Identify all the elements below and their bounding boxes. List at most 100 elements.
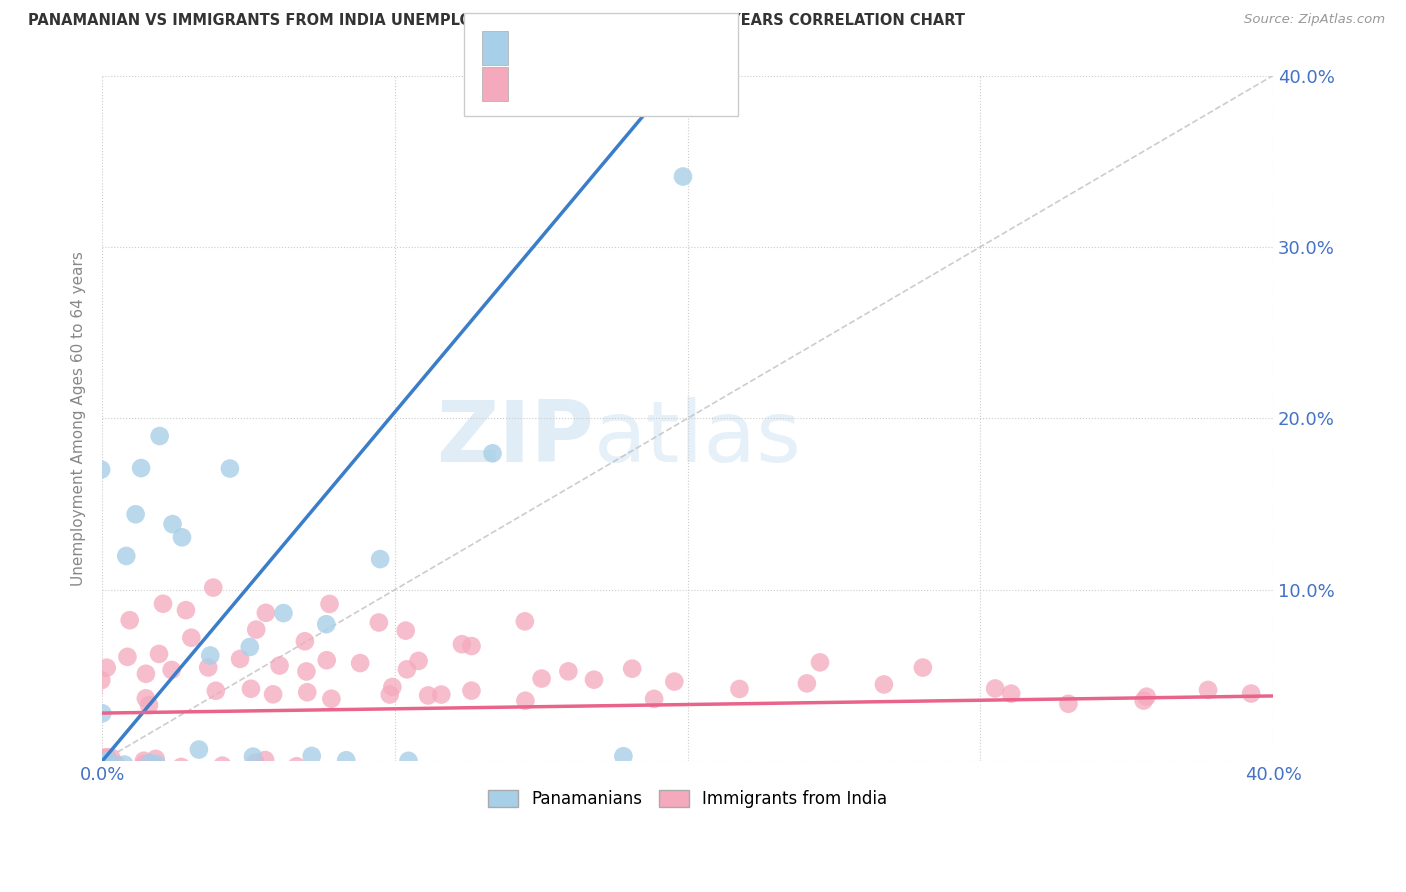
Text: atlas: atlas — [593, 397, 801, 481]
Point — [187, 742, 209, 756]
Point — [408, 654, 430, 668]
Point — [148, 647, 170, 661]
Point — [582, 673, 605, 687]
Point — [873, 677, 896, 691]
Point — [643, 692, 665, 706]
Point — [460, 639, 482, 653]
Point — [808, 656, 831, 670]
Point — [513, 615, 536, 629]
Point — [145, 760, 167, 774]
Point — [297, 685, 319, 699]
Point — [273, 606, 295, 620]
Text: N =: N = — [609, 30, 645, 49]
Legend: Panamanians, Immigrants from India: Panamanians, Immigrants from India — [481, 783, 894, 814]
Point — [301, 748, 323, 763]
Point — [200, 648, 222, 663]
Y-axis label: Unemployment Among Ages 60 to 64 years: Unemployment Among Ages 60 to 64 years — [72, 251, 86, 586]
Point — [460, 683, 482, 698]
Point — [139, 756, 162, 770]
Point — [118, 613, 141, 627]
Point — [90, 752, 112, 766]
Point — [84, 753, 107, 767]
Point — [197, 660, 219, 674]
Text: N =: N = — [609, 66, 645, 85]
Point — [285, 759, 308, 773]
Point — [97, 767, 120, 781]
Point — [91, 706, 114, 721]
Point — [239, 681, 262, 696]
Text: 0.065: 0.065 — [555, 66, 607, 85]
Point — [162, 517, 184, 532]
Point — [728, 681, 751, 696]
Point — [96, 661, 118, 675]
Point — [796, 676, 818, 690]
Point — [430, 688, 453, 702]
Point — [395, 662, 418, 676]
Text: PANAMANIAN VS IMMIGRANTS FROM INDIA UNEMPLOYMENT AMONG AGES 60 TO 64 YEARS CORRE: PANAMANIAN VS IMMIGRANTS FROM INDIA UNEM… — [28, 13, 965, 29]
Point — [97, 754, 120, 768]
Point — [145, 752, 167, 766]
Point — [294, 634, 316, 648]
Text: ZIP: ZIP — [436, 397, 593, 481]
Point — [515, 694, 537, 708]
Point — [124, 508, 146, 522]
Text: R =: R = — [516, 66, 553, 85]
Text: 102: 102 — [644, 66, 679, 85]
Point — [349, 656, 371, 670]
Point — [315, 617, 337, 632]
Point — [105, 757, 128, 772]
Point — [418, 689, 440, 703]
Point — [262, 687, 284, 701]
Point — [664, 674, 686, 689]
Point — [135, 666, 157, 681]
Point — [557, 665, 579, 679]
Point — [378, 688, 401, 702]
Point — [318, 597, 340, 611]
Point — [100, 750, 122, 764]
Point — [254, 606, 277, 620]
Point — [1136, 690, 1159, 704]
Point — [245, 623, 267, 637]
Text: Source: ZipAtlas.com: Source: ZipAtlas.com — [1244, 13, 1385, 27]
Point — [1000, 687, 1022, 701]
Point — [219, 461, 242, 475]
Point — [367, 615, 389, 630]
Point — [202, 581, 225, 595]
Point — [90, 462, 112, 476]
Point — [80, 695, 103, 709]
Point — [96, 750, 118, 764]
Point — [204, 683, 226, 698]
Point — [1271, 672, 1294, 686]
Point — [269, 658, 291, 673]
Point — [1240, 686, 1263, 700]
Point — [134, 756, 156, 771]
Point — [911, 660, 934, 674]
Point — [138, 698, 160, 712]
Point — [451, 637, 474, 651]
Point — [481, 446, 503, 460]
Point — [321, 691, 343, 706]
Point — [1057, 697, 1080, 711]
Point — [132, 754, 155, 768]
Point — [984, 681, 1007, 696]
Point — [239, 640, 262, 654]
Point — [170, 760, 193, 774]
Point — [242, 749, 264, 764]
Point — [335, 753, 357, 767]
Point — [82, 685, 104, 699]
Point — [621, 662, 644, 676]
Point — [96, 754, 118, 768]
Point — [77, 754, 100, 768]
Point — [254, 753, 277, 767]
Point — [381, 680, 404, 694]
Point — [152, 597, 174, 611]
Point — [77, 725, 100, 739]
Point — [170, 530, 193, 544]
Point — [90, 673, 112, 688]
Point — [135, 691, 157, 706]
Point — [398, 754, 420, 768]
Point — [160, 663, 183, 677]
Point — [315, 653, 337, 667]
Point — [180, 631, 202, 645]
Text: R =: R = — [516, 30, 553, 49]
